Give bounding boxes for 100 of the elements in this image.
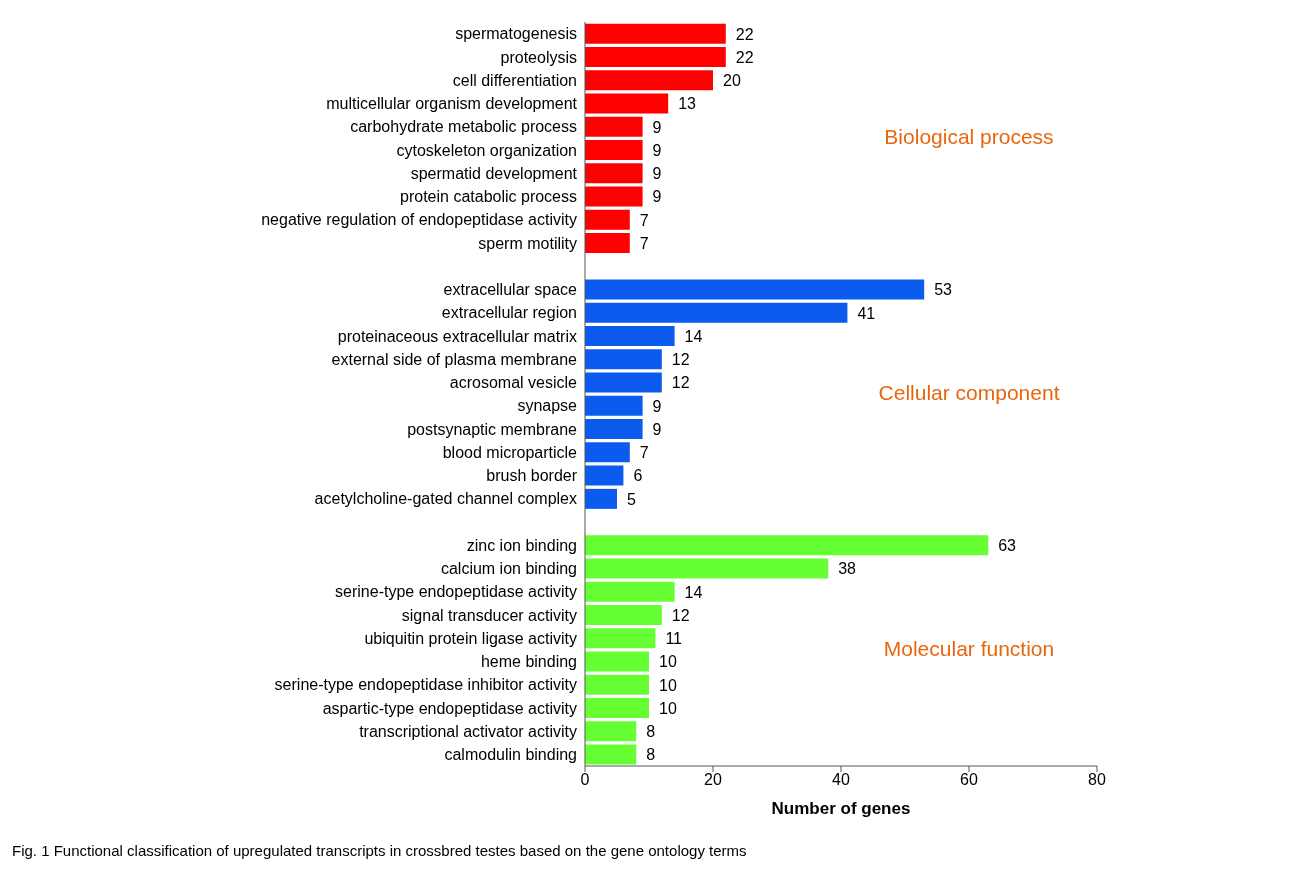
caption: Fig. 1 Functional classification of upregulated transcripts in crossbred testes based on the gene ontology terms: [11, 842, 748, 859]
data-label: 9: [652, 141, 662, 159]
data-label: 9: [652, 397, 662, 415]
text: Molecular function: [882, 636, 1056, 661]
data-label: 7: [639, 234, 649, 252]
bar: [585, 558, 829, 579]
y-tick-label: calmodulin binding: [444, 746, 577, 764]
data-label: 13: [678, 95, 697, 113]
y-tick-label: calcium ion binding: [440, 560, 577, 578]
y-tick-label: serine-type endopeptidase inhibitor activity: [274, 676, 577, 694]
bar: [585, 535, 989, 556]
data-label: 22: [735, 48, 754, 66]
x-tick-label: 40: [832, 771, 850, 789]
data-label: 6: [633, 467, 643, 485]
text: Biological process: [883, 125, 1055, 150]
data-label: 9: [652, 420, 662, 438]
y-tick-label: external side of plasma membrane: [331, 350, 578, 368]
y-tick-label: cell differentiation: [452, 71, 577, 89]
bar: [585, 651, 649, 672]
data-label: 9: [652, 188, 662, 206]
bar: [585, 140, 643, 161]
y-tick-label: proteolysis: [500, 48, 577, 66]
y-tick-label: proteinaceous extracellular matrix: [337, 327, 577, 345]
bar: [585, 186, 643, 207]
y-tick-label: acetylcholine-gated channel complex: [314, 490, 577, 508]
x-tick-label: 80: [1088, 771, 1106, 789]
bar: [585, 395, 643, 416]
data-label: 10: [659, 653, 677, 671]
bar: [585, 116, 643, 137]
y-tick-label: cytoskeleton organization: [396, 141, 577, 159]
bar: [585, 23, 726, 44]
y-tick-label: sperm motility: [478, 234, 577, 252]
data-label: 9: [652, 118, 662, 136]
y-tick-label: protein catabolic process: [400, 188, 577, 206]
bar: [585, 628, 656, 649]
bar: [585, 302, 848, 323]
y-tick-label: blood microparticle: [442, 443, 578, 461]
bar: [585, 70, 713, 91]
bar: [585, 279, 925, 300]
x-tick-label: 60: [960, 771, 978, 789]
data-label: 20: [723, 72, 741, 90]
y-tick-label: signal transducer activity: [401, 606, 577, 624]
y-tick-label: spermatid development: [410, 164, 578, 182]
bar: [585, 209, 630, 230]
data-label: 53: [934, 281, 953, 299]
bar: [585, 581, 675, 602]
data-label: 10: [659, 676, 677, 694]
y-tick-label: aspartic-type endopeptidase activity: [322, 699, 577, 717]
data-label: 12: [671, 374, 690, 392]
y-tick-label: multicellular organism development: [326, 95, 578, 113]
y-tick-label: transcriptional activator activity: [359, 722, 577, 740]
data-label: 41: [857, 304, 876, 322]
bar: [585, 674, 649, 695]
y-tick-label: brush border: [486, 467, 578, 485]
y-tick-label: extracellular space: [443, 281, 578, 299]
data-label: 9: [652, 165, 662, 183]
bar: [585, 163, 643, 184]
bar: [585, 93, 669, 114]
bar: [585, 233, 630, 254]
data-label: 12: [671, 606, 690, 624]
data-label: 5: [627, 490, 636, 508]
text: Cellular component: [877, 381, 1061, 405]
bar: [585, 488, 617, 509]
data-label: 10: [659, 699, 677, 717]
y-tick-label: extracellular region: [441, 304, 577, 322]
data-label: 8: [646, 746, 656, 764]
data-label: 12: [671, 351, 690, 369]
bar: [585, 698, 649, 719]
data-label: 38: [838, 560, 857, 578]
bar: [585, 442, 630, 463]
y-tick-label: serine-type endopeptidase activity: [335, 583, 577, 601]
data-label: 14: [684, 327, 703, 345]
bar: [585, 721, 637, 742]
data-label: 7: [639, 444, 649, 462]
data-label: 11: [665, 630, 683, 648]
y-tick-label: negative regulation of endopeptidase activity: [261, 211, 577, 229]
data-label: 22: [735, 25, 754, 43]
data-label: 8: [646, 723, 656, 741]
y-tick-label: acrosomal vesicle: [449, 374, 578, 392]
y-tick-label: postsynaptic membrane: [407, 420, 578, 438]
bar: [585, 419, 643, 440]
x-axis-title: Number of genes: [771, 799, 911, 818]
bar: [585, 465, 624, 486]
y-tick-label: heme binding: [480, 653, 577, 671]
bar: [585, 326, 675, 347]
y-tick-label: spermatogenesis: [455, 25, 577, 43]
bar: [585, 744, 637, 765]
data-label: 63: [998, 537, 1017, 555]
bar: [585, 47, 726, 68]
y-tick-label: carbohydrate metabolic process: [350, 118, 577, 136]
bar: [585, 605, 662, 626]
data-label: 14: [684, 583, 703, 601]
y-tick-label: ubiquitin protein ligase activity: [364, 629, 577, 647]
bar: [585, 349, 662, 370]
y-tick-label: zinc ion binding: [466, 536, 577, 554]
x-tick-label: 0: [580, 771, 590, 789]
y-tick-label: synapse: [517, 397, 578, 415]
data-label: 7: [639, 211, 649, 229]
bar: [585, 372, 662, 393]
x-tick-label: 20: [704, 771, 722, 789]
